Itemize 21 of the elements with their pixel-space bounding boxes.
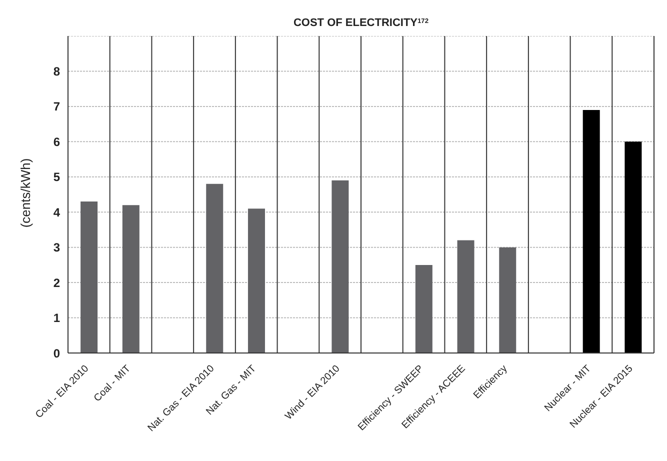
y-tick-label: 0 <box>53 346 60 360</box>
bar <box>457 240 474 353</box>
y-tick-label: 7 <box>53 100 60 114</box>
y-tick-label: 4 <box>53 205 60 220</box>
y-tick-label: 1 <box>53 311 60 326</box>
y-tick-label: 2 <box>53 276 60 290</box>
bar <box>624 142 642 353</box>
bar <box>206 184 224 353</box>
bar <box>499 247 516 353</box>
y-tick-label: 5 <box>53 170 60 184</box>
bar <box>332 180 349 353</box>
bar <box>415 264 432 353</box>
chart-title: COST OF ELECTRICITY$^{172}$ <box>293 17 429 29</box>
y-axis-title: (cents/kWh) <box>18 158 33 228</box>
y-tick-label: 8 <box>53 64 60 78</box>
y-tick-label: 3 <box>53 240 60 255</box>
bar <box>582 110 600 353</box>
bar <box>122 205 140 353</box>
y-tick-label: 6 <box>53 134 60 149</box>
bar <box>248 208 265 353</box>
bar <box>80 202 98 353</box>
